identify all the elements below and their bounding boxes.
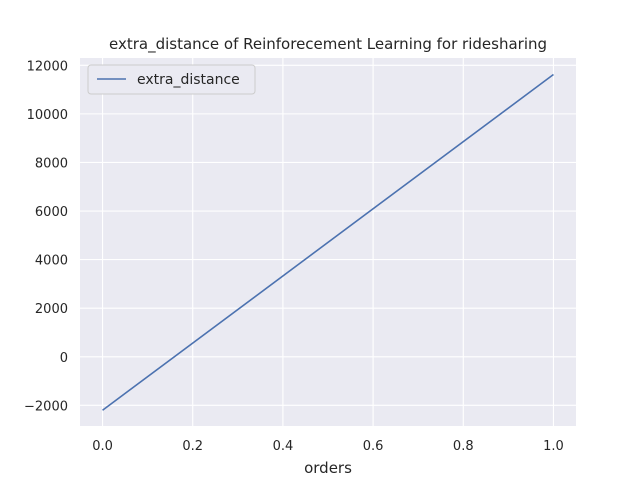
chart-title: extra_distance of Reinforecement Learnin… <box>109 35 547 54</box>
series-layer <box>102 73 554 411</box>
y-tick-label: 6000 <box>35 205 68 220</box>
x-tick-label: 0.2 <box>182 439 203 454</box>
y-tick-label: −2000 <box>24 399 68 414</box>
x-tick-label: 1.0 <box>543 439 564 454</box>
x-axis-label: orders <box>304 459 352 477</box>
tick-labels: −2000 0 2000 4000 6000 8000 10000 12000 0.0 0.2 0.… <box>24 59 564 454</box>
x-tick-label: 0.8 <box>453 439 474 454</box>
y-tick-label: 10000 <box>27 108 68 123</box>
y-tick-label: 8000 <box>35 156 68 171</box>
series-line <box>102 73 554 411</box>
legend: extra_distance <box>87 64 256 95</box>
y-tick-label: 4000 <box>35 254 68 269</box>
x-tick-label: 0.0 <box>92 439 113 454</box>
y-tick-label: 12000 <box>27 59 68 74</box>
y-tick-label: 2000 <box>35 302 68 317</box>
legend-label: extra_distance <box>137 72 240 88</box>
legend-box <box>87 64 256 95</box>
x-tick-label: 0.4 <box>273 439 294 454</box>
x-tick-label: 0.6 <box>363 439 384 454</box>
y-tick-label: 0 <box>60 351 68 366</box>
